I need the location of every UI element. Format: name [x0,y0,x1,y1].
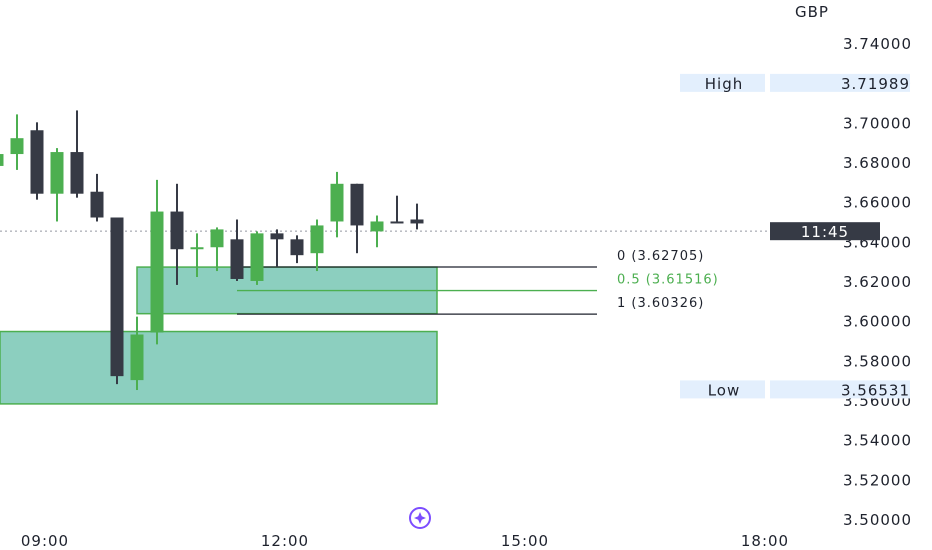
candle [370,215,384,248]
high-badge-value: 3.71989 [841,75,910,93]
candle [270,229,284,268]
candle-body [290,239,304,256]
candle-body [150,211,164,333]
candle [190,233,204,277]
fib-level-label: 1 (3.60326) [617,296,704,311]
candle-body [350,183,364,226]
candle-body [110,217,124,377]
candle [130,316,144,391]
candle [110,217,124,385]
candle-body [0,154,4,166]
replay-icon[interactable] [409,507,431,529]
candle-body [210,229,224,248]
candle [50,148,64,222]
price-tick-label: 3.60000 [843,313,912,331]
candle [410,203,424,230]
time-tick-label: 09:00 [21,532,69,550]
current-time-label: 11:45 [801,223,849,241]
low-badge-value-bg [770,380,910,399]
price-tick-label: 3.58000 [843,352,912,370]
candle-body [50,152,64,194]
currency-text: GBP [795,3,829,21]
price-tick-label: 3.52000 [843,471,912,489]
fibonacci-layer: 0 (3.62705) 0.5 (3.61516) 1 (3.60326) [237,249,719,315]
current-time-bg [770,222,880,241]
candle [10,114,24,170]
candle-body [190,247,204,250]
candle-body [230,239,244,279]
candle-body [330,183,344,222]
candle-body [270,233,284,240]
time-tick-label: 12:00 [261,532,309,550]
zone-box [0,330,438,405]
candle-body [90,191,104,218]
price-tick-label: 3.68000 [843,154,912,172]
price-tick-label: 3.62000 [843,273,912,291]
candle [210,227,224,272]
candle [310,219,324,272]
price-tick-label: 3.50000 [843,511,912,529]
price-tick-label: 3.74000 [843,35,912,53]
candle [330,171,344,238]
candle-body [10,138,24,155]
candle-body [30,130,44,194]
candle [170,183,184,285]
zones-layer [0,266,438,405]
fib-level-label: 0 (3.62705) [617,249,704,264]
high-badge-value-bg [770,73,910,92]
candle [250,231,264,285]
candle-body [70,152,84,194]
high-badge-label-bg [680,73,765,92]
candle-body [410,219,424,224]
candle [30,122,44,200]
low-badge-label-bg [680,380,765,399]
candle [90,173,104,222]
candle [390,195,404,224]
candle-body [370,221,384,232]
low-badge-value: 3.56531 [841,381,910,399]
time-tick-label: 18:00 [741,532,789,550]
candle [350,183,364,254]
price-tick-label: 3.54000 [843,432,912,450]
candle [150,179,164,345]
candle-body [390,221,404,224]
fib-level-label: 0.5 (3.61516) [617,273,719,288]
price-axis[interactable]: 3.740003.720003.700003.680003.660003.640… [843,35,912,529]
candle [70,110,84,198]
candle-body [170,211,184,250]
price-tick-label: 3.70000 [843,114,912,132]
time-axis[interactable]: 09:00 12:00 15:00 18:00 [21,532,789,550]
time-tick-label: 15:00 [501,532,549,550]
high-badge-label: High [705,75,743,93]
low-badge-label: Low [708,381,741,399]
candle-body [310,225,324,254]
candle-body [130,334,144,381]
candle-body [250,233,264,281]
candles-layer [0,110,770,391]
price-tick-label: 3.66000 [843,194,912,212]
price-badges: High 3.71989 Low 3.56531 11:45 [680,73,910,399]
candle [290,235,304,264]
candle [0,154,4,166]
candle [230,219,244,281]
currency-label: GBP [795,3,829,21]
